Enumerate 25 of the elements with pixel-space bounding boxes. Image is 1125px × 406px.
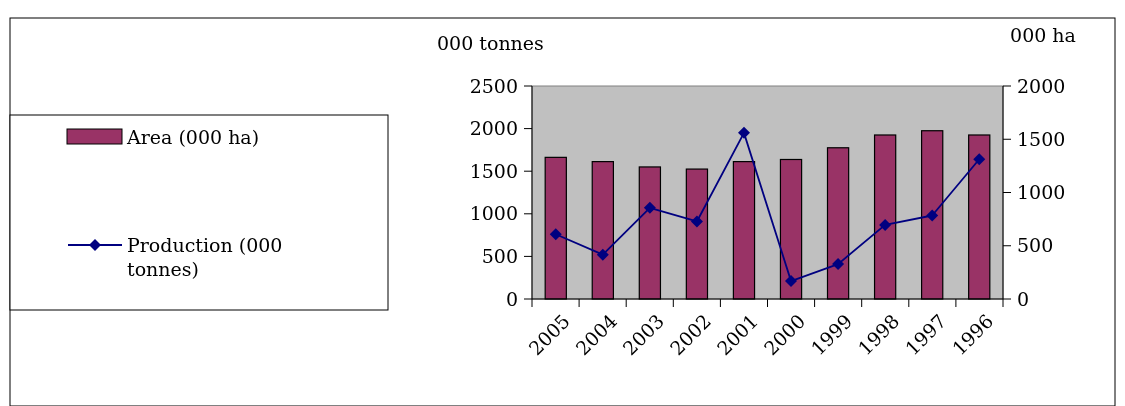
point	[879, 218, 892, 231]
point	[596, 248, 609, 261]
point	[737, 126, 750, 139]
legend-label: Production (000 tonnes)	[127, 233, 283, 281]
y2-tick-label: 500	[1017, 234, 1054, 257]
y2-tick-label: 2000	[1017, 74, 1066, 97]
point	[832, 258, 845, 271]
point	[549, 228, 562, 241]
y2-tick-label: 0	[1017, 287, 1030, 310]
point	[643, 201, 656, 214]
y-tick-label: 2500	[469, 74, 518, 97]
y-tick-label: 1000	[469, 202, 518, 225]
y2-tick-label: 1500	[1017, 127, 1066, 150]
y-tick-label: 1500	[469, 159, 518, 182]
y-tick-label: 0	[505, 287, 518, 310]
y2-axis-title: 000 ha	[1010, 24, 1076, 46]
y-tick-label: 2000	[469, 117, 518, 140]
point	[973, 153, 986, 166]
point	[785, 275, 798, 288]
y2-tick-label: 1000	[1017, 181, 1066, 204]
point	[690, 215, 703, 228]
legend-label: Area (000 ha)	[126, 125, 260, 148]
y-tick-label: 500	[481, 245, 518, 268]
y-axis-title: 000 tonnes	[437, 32, 544, 54]
point	[926, 209, 939, 222]
